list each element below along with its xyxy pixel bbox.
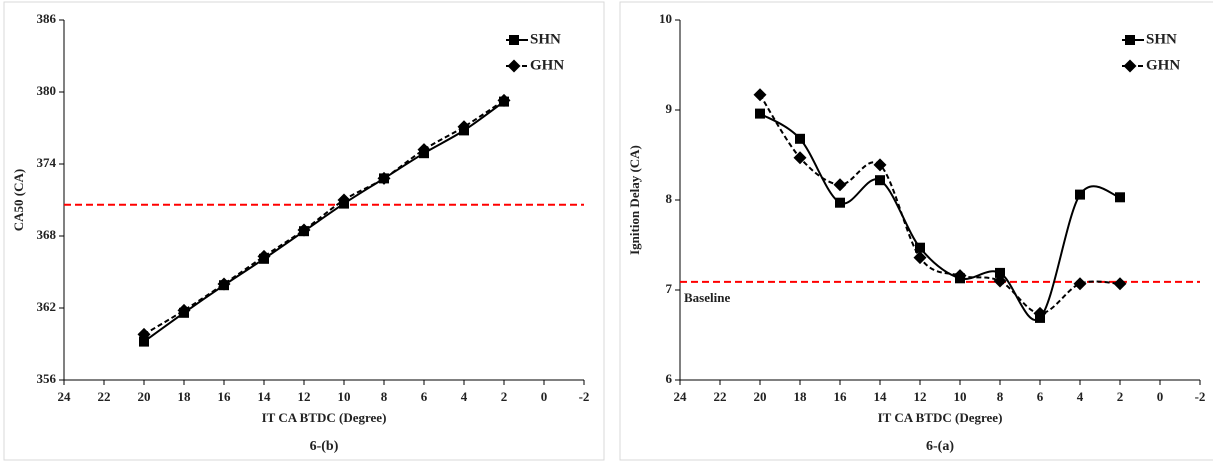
x-tick-label: 0 [1157, 389, 1164, 404]
marker [1113, 277, 1127, 291]
marker [1125, 35, 1135, 45]
caption: 6-(b) [310, 439, 339, 454]
x-axis-title: IT CA BTDC (Degree) [878, 410, 1003, 425]
series-line [759, 112, 1121, 321]
legend-label: SHN [1146, 31, 1177, 47]
legend-item: SHN [506, 31, 561, 47]
marker [457, 120, 471, 134]
y-axis-title: CA50 (CA) [11, 169, 26, 231]
y-tick-label: 374 [37, 155, 57, 170]
marker [755, 108, 765, 119]
x-tick-label: 24 [58, 389, 72, 404]
marker [875, 175, 885, 186]
x-tick-label: 4 [1077, 389, 1084, 404]
marker [1033, 306, 1047, 320]
series-line [143, 99, 505, 336]
x-tick-label: 22 [98, 389, 111, 404]
marker [257, 249, 271, 263]
legend-label: GHN [1146, 57, 1180, 73]
marker [835, 197, 845, 208]
x-tick-label: 16 [218, 389, 232, 404]
legend-label: GHN [530, 57, 564, 73]
x-tick-label: 12 [298, 389, 311, 404]
series-line [143, 100, 505, 343]
y-tick-label: 7 [666, 281, 673, 296]
x-tick-label: 2 [501, 389, 508, 404]
x-tick-label: 20 [138, 389, 151, 404]
x-tick-label: 10 [954, 389, 967, 404]
x-tick-label: 8 [997, 389, 1004, 404]
x-tick-label: 6 [421, 389, 428, 404]
marker [337, 193, 351, 207]
x-axis-title: IT CA BTDC (Degree) [262, 410, 387, 425]
baseline-label: Baseline [684, 290, 730, 305]
y-tick-label: 368 [37, 227, 57, 242]
chart-border [619, 1, 1213, 461]
x-tick-label: 6 [1037, 389, 1044, 404]
marker [1073, 277, 1087, 291]
x-tick-label: 20 [754, 389, 767, 404]
y-tick-label: 356 [37, 371, 57, 386]
legend-label: SHN [530, 31, 561, 47]
marker [1115, 192, 1125, 203]
x-tick-label: 4 [461, 389, 468, 404]
marker [795, 133, 805, 144]
marker [873, 158, 887, 172]
marker [417, 143, 431, 157]
y-tick-label: 6 [666, 371, 673, 386]
x-tick-label: 0 [541, 389, 548, 404]
x-tick-label: 24 [674, 389, 688, 404]
x-tick-label: 22 [714, 389, 727, 404]
marker [753, 88, 767, 102]
y-tick-label: 10 [659, 11, 672, 26]
marker [833, 178, 847, 192]
x-tick-label: 8 [381, 389, 388, 404]
marker [497, 93, 511, 107]
y-tick-label: 386 [37, 11, 57, 26]
marker [793, 151, 807, 165]
marker [1075, 189, 1085, 200]
legend-item: GHN [1122, 57, 1180, 73]
y-axis-title: Ignition Delay (CA) [627, 145, 642, 255]
marker [377, 171, 391, 185]
marker [1123, 59, 1137, 73]
x-tick-label: 10 [338, 389, 351, 404]
marker [139, 336, 149, 347]
legend-item: SHN [1122, 31, 1177, 47]
marker [217, 277, 231, 291]
series-line [759, 94, 1121, 315]
x-tick-label: 18 [794, 389, 808, 404]
x-tick-label: 16 [834, 389, 848, 404]
x-tick-label: 14 [874, 389, 888, 404]
marker [915, 242, 925, 253]
x-tick-label: 14 [258, 389, 272, 404]
y-tick-label: 8 [666, 191, 673, 206]
caption: 6-(a) [926, 439, 954, 454]
chart-border [3, 1, 605, 461]
legend-item: GHN [506, 57, 564, 73]
x-tick-label: 18 [178, 389, 192, 404]
marker [177, 303, 191, 317]
marker [137, 327, 151, 341]
marker [509, 35, 519, 45]
y-tick-label: 362 [37, 299, 57, 314]
marker [913, 251, 927, 265]
marker [995, 267, 1005, 278]
marker [953, 269, 967, 283]
y-tick-label: 380 [37, 83, 57, 98]
x-tick-label: 2 [1117, 389, 1124, 404]
marker [993, 274, 1007, 288]
x-tick-label: -2 [1195, 389, 1206, 404]
y-tick-label: 9 [666, 101, 673, 116]
x-tick-label: -2 [579, 389, 590, 404]
marker [507, 59, 521, 73]
marker [297, 223, 311, 237]
x-tick-label: 12 [914, 389, 927, 404]
